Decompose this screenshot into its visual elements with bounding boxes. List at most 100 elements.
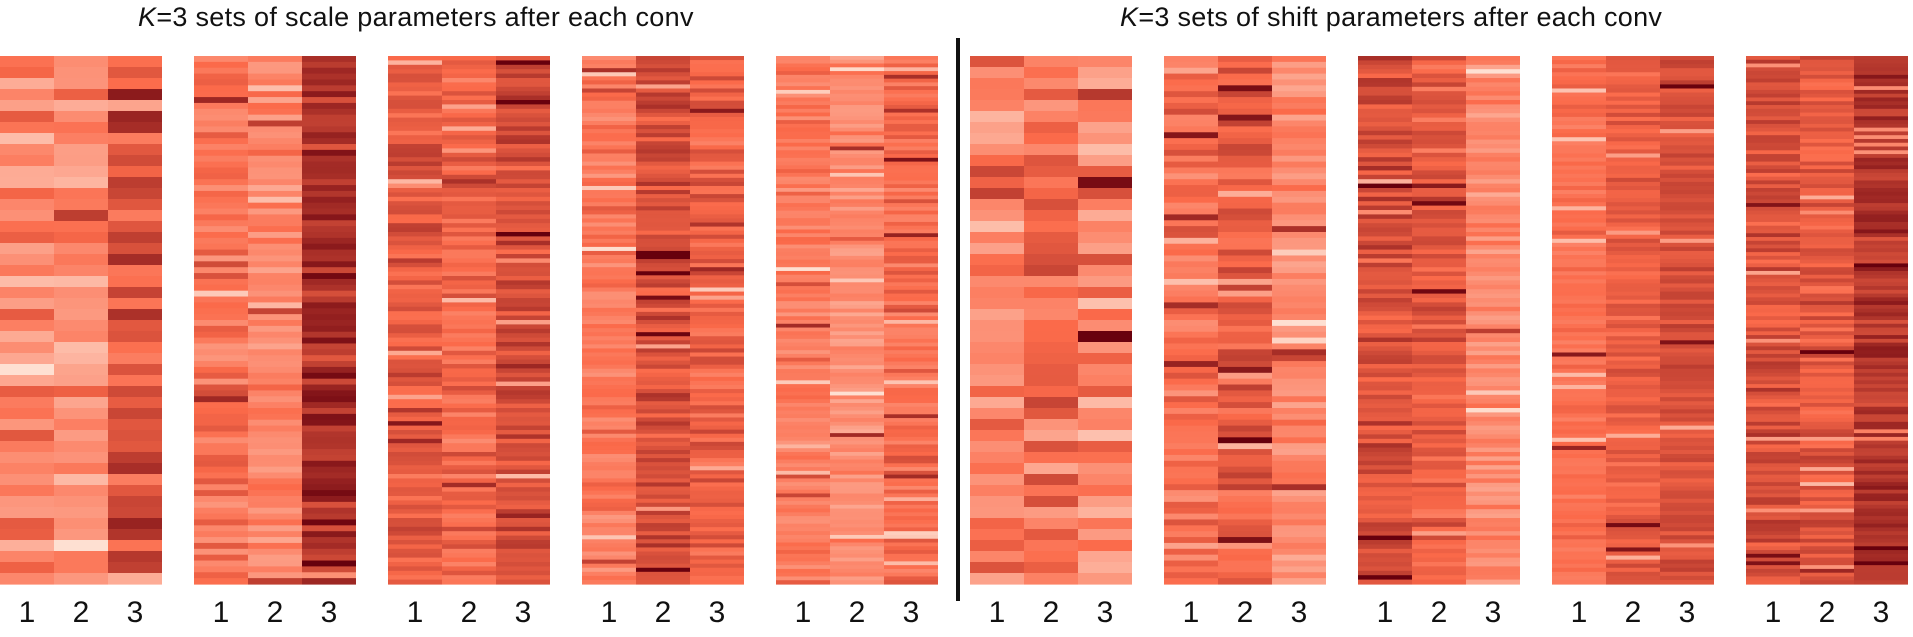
heatmap-cell [1164, 531, 1218, 538]
heatmap-cell [884, 440, 938, 446]
heatmap-cell [1218, 413, 1272, 421]
heatmap-cell [690, 96, 744, 102]
heatmap-cell [1552, 64, 1606, 69]
heatmap-cell [388, 210, 442, 215]
heatmap-cell [970, 254, 1024, 266]
heatmap-cell [1800, 97, 1854, 102]
heatmap-cell [302, 302, 356, 309]
heatmap-cell [1800, 278, 1854, 283]
heatmap-cell [636, 311, 690, 317]
heatmap-cell [1800, 191, 1854, 197]
heatmap-cell [1746, 372, 1800, 378]
heatmap-cell [582, 425, 636, 431]
heatmap-cell [388, 148, 442, 154]
heatmap-cell [636, 96, 690, 102]
heatmap-cell [1746, 184, 1800, 189]
heatmap-cell [776, 248, 830, 253]
heatmap-cell [1746, 263, 1800, 268]
heatmap-cell [442, 117, 496, 123]
heatmap-cell [1218, 578, 1272, 585]
heatmap-cell [1552, 571, 1606, 577]
heatmap-cell [690, 478, 744, 484]
heatmap-cell [1358, 504, 1412, 510]
heatmap-cell [1164, 267, 1218, 274]
heatmap-cell [1746, 112, 1800, 117]
heatmap-cell [302, 179, 356, 186]
heatmap-cell [884, 542, 938, 547]
heatmap-cell [1272, 378, 1326, 386]
heatmap-cell [582, 169, 636, 175]
heatmap-cell [1606, 246, 1660, 252]
heatmap-cell [1218, 378, 1272, 386]
heatmap-cell [194, 425, 248, 433]
heatmap-cell [0, 287, 54, 299]
heatmap-cell [1660, 433, 1714, 439]
heatmap-cell [1746, 501, 1800, 506]
heatmap-cell [636, 429, 690, 435]
heatmap-cell [776, 501, 830, 506]
heatmap-cell [54, 265, 108, 277]
heatmap-cell [1746, 504, 1800, 510]
heatmap-cell [776, 138, 830, 144]
heatmap-cell [302, 296, 356, 303]
heatmap-cell [1746, 89, 1800, 95]
heatmap-cell [884, 278, 938, 283]
heatmap-cell [194, 454, 248, 462]
heatmap-cell [884, 165, 938, 170]
heatmap-cell [496, 249, 550, 255]
heatmap-cell [776, 316, 830, 321]
heatmap-cell [1218, 138, 1272, 145]
heatmap-cell [54, 441, 108, 453]
heatmap-cell [442, 69, 496, 75]
heatmap-cell [1854, 429, 1908, 434]
heatmap-cell [830, 504, 884, 510]
heatmap-cell [690, 222, 744, 228]
heatmap-cell [636, 559, 690, 565]
heatmap-cell [1606, 108, 1660, 114]
heatmap-cell [496, 408, 550, 413]
heatmap-cell [442, 95, 496, 101]
heatmap-cell [194, 85, 248, 92]
heatmap-cell [830, 214, 884, 219]
heatmap-cell [302, 67, 356, 75]
heatmap-cell [1660, 502, 1714, 508]
heatmap-cell [1466, 575, 1520, 581]
heatmap-cell [1466, 174, 1520, 180]
heatmap-cell [1024, 100, 1078, 112]
heatmap-cell [1412, 170, 1466, 176]
heatmap-cell [1660, 242, 1714, 248]
heatmap-cell [54, 408, 108, 420]
heatmap-cell [690, 336, 744, 341]
heatmap-cell [636, 417, 690, 423]
heatmap-cell [1854, 436, 1908, 442]
heatmap-cell [776, 380, 830, 385]
heatmap-cell [1412, 214, 1466, 220]
heatmap-cell [776, 146, 830, 151]
heatmap-cell [690, 389, 744, 394]
heatmap-cell [690, 133, 744, 138]
heatmap-cell [0, 397, 54, 409]
heatmap-cell [248, 214, 302, 221]
heatmap-cell [302, 466, 356, 474]
heatmap-cell [1800, 572, 1854, 578]
heatmap-cell [1660, 88, 1714, 94]
heatmap-cell [1078, 441, 1132, 453]
heatmap-cell [1358, 188, 1412, 193]
heatmap-cell [248, 366, 302, 374]
heatmap-cell [1466, 522, 1520, 528]
heatmap-cell [1412, 174, 1466, 180]
heatmap-cell [776, 229, 830, 234]
heatmap-cell [248, 560, 302, 567]
heatmap-cell [388, 557, 442, 563]
heatmap-cell [884, 199, 938, 204]
heatmap-cell [1552, 56, 1606, 61]
heatmap-cell [302, 343, 356, 350]
heatmap-cell [1552, 315, 1606, 321]
heatmap-cell [776, 304, 830, 310]
heatmap-cell [1078, 144, 1132, 156]
heatmap-cell [1746, 414, 1800, 419]
heatmap-cell [1466, 254, 1520, 259]
heatmap-cell [636, 141, 690, 146]
heatmap-cell [830, 395, 884, 400]
heatmap-cell [1606, 384, 1660, 390]
